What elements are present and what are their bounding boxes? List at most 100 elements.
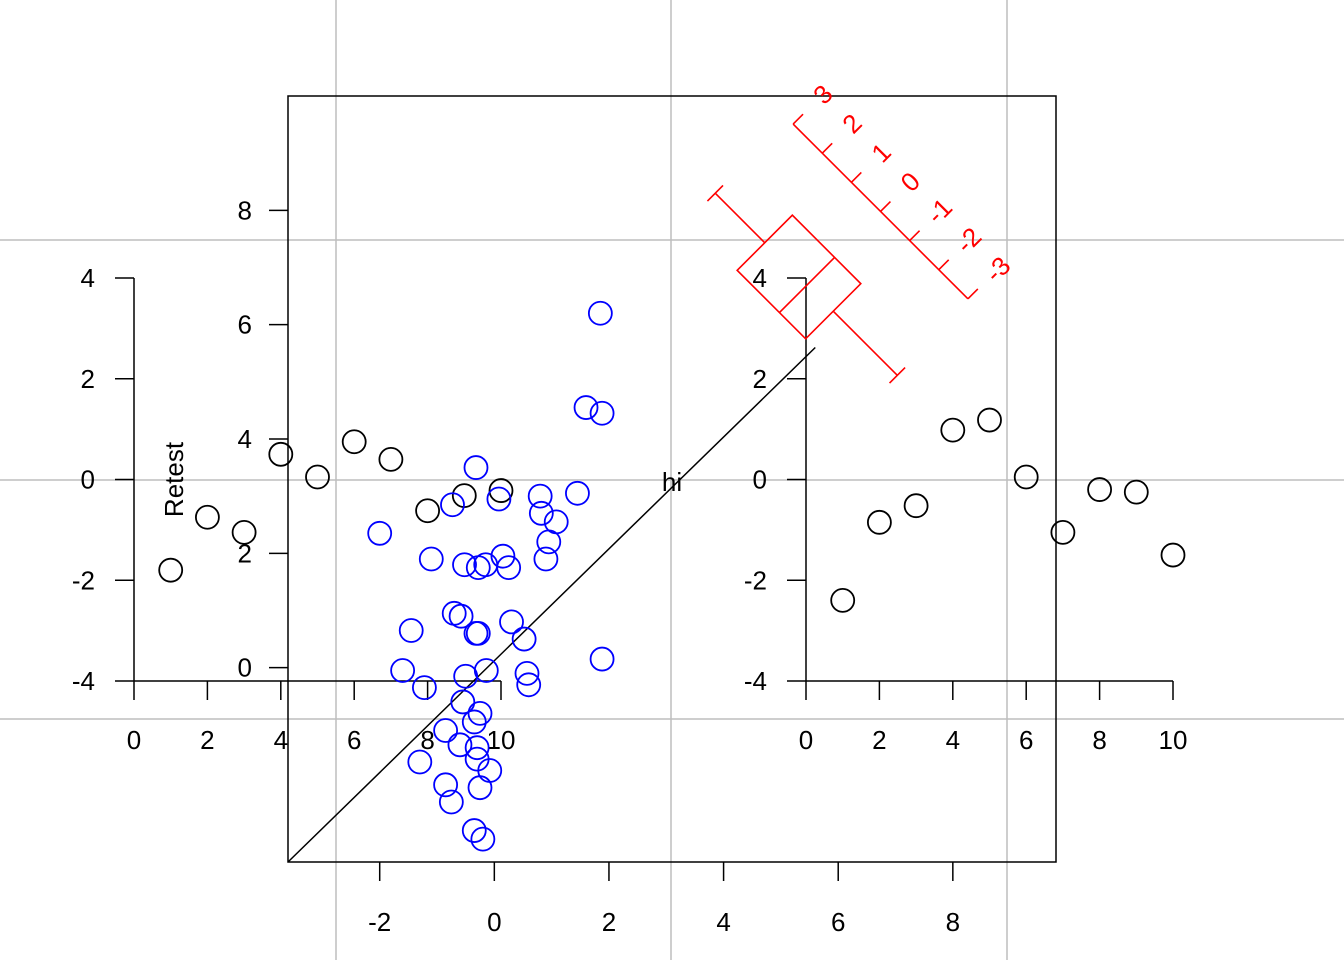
main-data-point	[511, 626, 537, 652]
main-x-tick-label: 6	[831, 907, 845, 937]
right-x-tick-label: 2	[872, 725, 886, 755]
main-x-tick-label: -2	[368, 907, 391, 937]
main-data-point	[467, 775, 493, 801]
left-x-tick-label: 6	[347, 725, 361, 755]
left-data-point	[268, 441, 294, 467]
main-data-point	[573, 395, 599, 420]
left-y-axis-title: Retest	[159, 441, 189, 517]
main-y-tick-label: 4	[238, 424, 252, 454]
main-data-point	[418, 546, 444, 572]
main-data-point	[528, 500, 554, 526]
main-data-point	[438, 789, 464, 815]
main-data-point	[470, 826, 496, 852]
main-data-point	[589, 400, 615, 426]
main-data-point	[536, 529, 562, 555]
box-scale-tick-label: 0	[895, 166, 926, 197]
box-lower-cap	[888, 366, 906, 384]
box-scale-tick	[821, 142, 833, 154]
right-data-point	[1160, 542, 1186, 568]
main-data-point	[390, 658, 416, 683]
main-data-point	[490, 543, 516, 569]
left-data-point	[415, 498, 441, 524]
right-y-tick-label: 0	[753, 465, 767, 495]
box-scale-tick-label: 1	[865, 137, 896, 168]
right-data-point	[977, 407, 1002, 433]
right-x-tick-label: 8	[1092, 725, 1106, 755]
right-data-point	[867, 509, 892, 535]
main-y-tick-label: 0	[238, 653, 252, 683]
box-body	[736, 214, 862, 340]
right-x-tick-label: 6	[1019, 725, 1033, 755]
right-y-tick-label: -4	[744, 666, 767, 696]
main-data-point	[499, 609, 524, 635]
right-y-tick-label: 2	[753, 364, 767, 394]
main-data-point	[473, 658, 499, 683]
main-data-point	[496, 555, 522, 581]
main-data-point	[398, 618, 424, 643]
left-data-point	[194, 504, 220, 530]
main-data-point	[447, 732, 473, 758]
box-scale-tick	[909, 230, 921, 242]
left-y-tick-label: -2	[72, 565, 95, 595]
main-data-point	[453, 663, 479, 689]
main-data-point	[516, 672, 542, 698]
left-data-point	[488, 478, 514, 503]
right-data-point	[903, 493, 929, 519]
right-data-point	[940, 417, 966, 443]
box-scale-tick	[879, 200, 892, 213]
box-median	[778, 256, 836, 314]
box-scale-tick	[938, 259, 950, 271]
right-data-point	[830, 588, 856, 613]
main-y-tick-label: 8	[238, 195, 252, 225]
main-data-point	[452, 552, 477, 578]
main-y-tick-label: 6	[238, 310, 252, 340]
left-data-point	[158, 557, 184, 583]
main-data-point	[407, 749, 433, 775]
left-x-tick-label: 10	[487, 725, 516, 755]
right-data-point	[1123, 479, 1149, 505]
main-data-point	[440, 492, 465, 518]
box-scale-tick	[967, 288, 979, 300]
box-upper-cap	[706, 184, 724, 202]
main-data-point	[450, 689, 476, 715]
diagonal-reference-line	[287, 346, 816, 863]
box-scale-tick-label: 3	[807, 79, 838, 110]
right-y-tick-label: -2	[744, 565, 767, 595]
main-data-point	[514, 660, 540, 686]
box-lower-whisker	[832, 310, 898, 376]
main-scatter-panel: hi	[287, 300, 816, 863]
box-scale-tick	[850, 171, 862, 183]
main-y-tick-label: 2	[238, 538, 252, 568]
main-data-point	[463, 455, 489, 480]
main-data-point	[589, 646, 615, 672]
main-data-point	[433, 718, 459, 743]
left-data-point	[305, 464, 330, 490]
main-x-tick-label: 2	[602, 907, 616, 937]
left-x-tick-label: 8	[420, 725, 434, 755]
main-data-point	[463, 620, 489, 646]
main-data-point	[461, 709, 487, 735]
box-scale-tick-label: -2	[950, 221, 988, 259]
main-x-tick-label: 0	[487, 907, 501, 937]
left-data-point	[378, 446, 404, 472]
main-data-point	[533, 546, 559, 572]
left-data-point	[341, 429, 367, 455]
box-scale-tick-label: -1	[921, 192, 959, 230]
main-data-point	[467, 700, 493, 726]
box-scale-tick-label: -3	[979, 250, 1017, 288]
main-data-point	[486, 486, 512, 512]
main-data-point	[473, 552, 499, 578]
main-data-point	[448, 603, 474, 629]
left-x-tick-label: 4	[274, 725, 288, 755]
main-data-point	[465, 620, 491, 646]
main-x-tick-label: 8	[946, 907, 960, 937]
left-y-tick-label: 0	[81, 465, 95, 495]
right-data-point	[1050, 519, 1076, 545]
left-inset-panel: 0 2 4 6 8 10 -4 -2 0 2 4 Retest	[72, 263, 516, 755]
main-plot-frame: -2 0 2 4 6 8 0 2 4 6 8	[238, 95, 1057, 937]
left-x-tick-label: 2	[200, 725, 214, 755]
main-data-point	[412, 675, 437, 701]
main-data-point	[464, 735, 490, 761]
